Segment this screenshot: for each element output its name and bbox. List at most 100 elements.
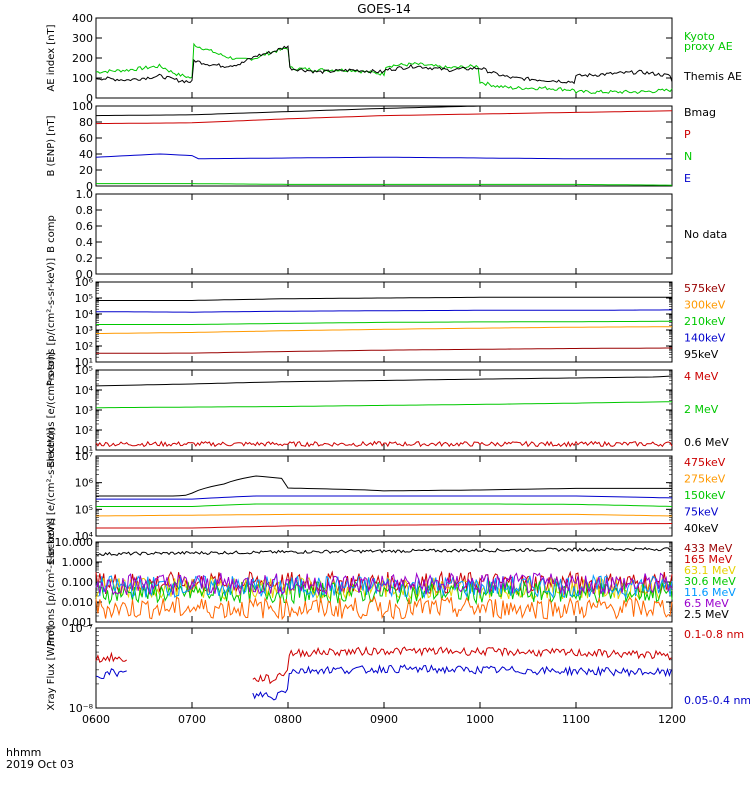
y-tick-label: 10¹ <box>75 356 93 369</box>
y-tick-label: 0.010 <box>62 596 94 609</box>
series-line-75kev <box>95 513 673 517</box>
series-line-0-1-0-8-nm <box>95 651 127 663</box>
y-tick-label: 10⁻⁷ <box>69 622 93 635</box>
legend-label: 0.1-0.8 nm <box>684 628 744 641</box>
legend-label: 300keV <box>684 299 726 312</box>
y-tick-label: 1.000 <box>62 556 94 569</box>
legend-label: Bmag <box>684 106 716 119</box>
y-tick-label: 10⁵ <box>75 292 93 305</box>
y-tick-label: 10³ <box>75 324 93 337</box>
series-line-210kev <box>96 320 672 325</box>
y-tick-label: 400 <box>72 12 93 25</box>
y-tick-label: 10⁶ <box>75 477 94 490</box>
y-axis-label: Electrons [e/(cm²-s-sr)] <box>46 352 57 468</box>
series-line-0-05-0-4-nm <box>95 668 127 680</box>
y-tick-label: 60 <box>79 132 93 145</box>
y-tick-label: 80 <box>79 116 93 129</box>
y-axis-label: Protons [p/(cm²-s-sr-keV)] <box>46 258 57 386</box>
series-line-275kev <box>96 495 673 500</box>
legend-label: 63.1 MeV <box>684 564 736 577</box>
legend-label: P <box>684 128 691 141</box>
y-tick-label: 100 <box>72 100 93 113</box>
legend-label: 0.6 MeV <box>684 436 729 449</box>
legend-label: 2 MeV <box>684 403 719 416</box>
series-line-300kev <box>96 309 672 313</box>
series-line-2-mev <box>96 401 673 409</box>
y-tick-label: 10⁻⁸ <box>69 702 94 715</box>
legend-label: 150keV <box>684 489 726 502</box>
series-line-0-1-0-8-nm <box>252 646 672 685</box>
y-tick-label: 10.000 <box>55 536 94 549</box>
y-tick-label: 10² <box>75 340 93 353</box>
y-tick-label: 40 <box>79 148 93 161</box>
series-line-475kev <box>96 475 672 497</box>
legend-label: 275keV <box>684 473 726 486</box>
legend-label: 75keV <box>684 506 719 519</box>
series-line-140kev <box>96 326 673 334</box>
y-tick-label: 10⁴ <box>75 384 94 397</box>
series-line-30-6-mev <box>95 580 673 606</box>
legend-label: proxy AE <box>684 40 733 53</box>
y-tick-label: 100 <box>72 72 93 85</box>
legend-label: 11.6 MeV <box>684 586 736 599</box>
y-tick-label: 10² <box>75 424 93 437</box>
y-tick-label: 0.001 <box>62 616 94 629</box>
y-tick-label: 200 <box>72 52 93 65</box>
legend-label: 4 MeV <box>684 370 719 383</box>
legend-label: Themis AE <box>683 70 742 83</box>
y-tick-label: 10⁴ <box>75 530 94 543</box>
series-line-0-05-0-4-nm <box>252 664 672 701</box>
x-tick-label: 1000 <box>466 713 494 726</box>
panel-frame <box>95 17 673 99</box>
series-line-0-6-mev <box>95 440 673 448</box>
y-tick-label: 10⁶ <box>75 276 94 289</box>
series-line-n <box>96 183 673 186</box>
series-line-575kev <box>96 296 672 301</box>
x-tick-label: 0800 <box>274 713 302 726</box>
y-tick-label: 0.0 <box>76 268 94 281</box>
y-tick-label: 0.4 <box>76 236 94 249</box>
y-axis-label: B (ENP) [nT] <box>46 115 57 176</box>
panel-bfield: 0 20 40 60 80 100 B (ENP) [nT] Bmag PNE <box>46 100 716 193</box>
y-tick-label: 0 <box>86 180 93 193</box>
y-tick-label: 0.100 <box>62 576 94 589</box>
series-line-bmag <box>95 105 672 117</box>
panel-bcomp: 0.0 0.2 0.4 0.6 0.8 1.0 B comp No data <box>46 188 727 281</box>
series-line-4-mev <box>95 375 673 387</box>
y-tick-label: 10¹ <box>75 444 93 457</box>
footer-date-label: 2019 Oct 03 <box>6 758 74 771</box>
x-tick-label: 0900 <box>370 713 398 726</box>
legend-label: 40keV <box>684 522 719 535</box>
x-tick-label: 0700 <box>178 713 206 726</box>
legend-label: 2.5 MeV <box>684 608 729 621</box>
legend-label: 95keV <box>684 348 719 361</box>
legend-label: 210keV <box>684 315 726 328</box>
x-tick-label: 1100 <box>562 713 590 726</box>
series-line-433-mev <box>95 547 673 556</box>
legend-label: N <box>684 150 692 163</box>
footer-time-label: hhmm <box>6 746 41 759</box>
legend-label: 475keV <box>684 456 726 469</box>
y-axis-label: Xray Flux [W/m²] <box>46 625 57 710</box>
series-line-6-5-mev <box>95 571 673 597</box>
y-tick-label: 1.0 <box>76 188 94 201</box>
legend-label: No data <box>684 228 727 241</box>
legend-label: 575keV <box>684 282 726 295</box>
x-tick-label: 0600 <box>82 713 110 726</box>
y-tick-label: 20 <box>79 164 93 177</box>
y-tick-label: 10³ <box>75 404 93 417</box>
series-line-kyoto-proxy-ae <box>95 42 673 95</box>
legend-label: E <box>684 172 691 185</box>
y-axis-label: AE index [nT] <box>46 24 57 91</box>
y-tick-label: 10⁵ <box>75 503 93 516</box>
legend-label: 140keV <box>684 332 726 345</box>
series-line-e <box>95 153 672 160</box>
y-tick-label: 300 <box>72 32 93 45</box>
series-line-95kev <box>96 347 672 354</box>
y-axis-label: B comp <box>46 215 57 253</box>
y-axis-label: Protons [p/(cm²-s-sr-keV)] <box>46 518 57 646</box>
series-line-150kev <box>96 503 673 507</box>
